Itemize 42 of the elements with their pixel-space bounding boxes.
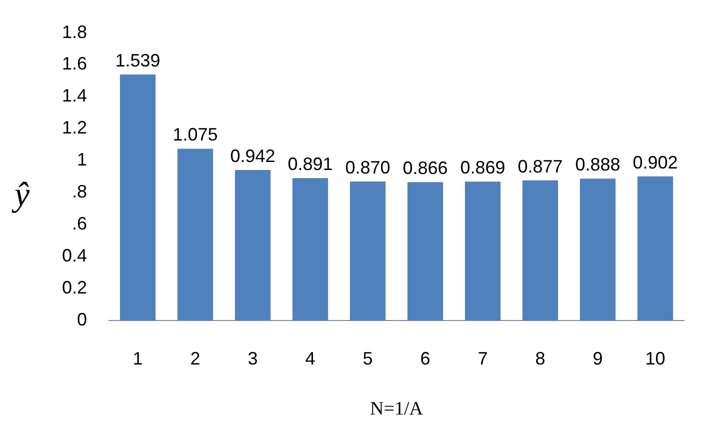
bar [580, 178, 616, 321]
x-tick-label: 10 [645, 348, 666, 368]
y-tick-label: .6 [72, 214, 88, 234]
data-label: 0.888 [575, 154, 620, 175]
y-tick-label: 0.2 [62, 278, 88, 298]
data-label: 1.075 [172, 124, 218, 145]
data-label: 0.877 [518, 156, 563, 176]
data-label: 0.902 [632, 152, 678, 172]
x-tick-label: 1 [132, 348, 143, 368]
bar [292, 178, 328, 321]
bar [234, 170, 271, 321]
x-axis-title: N=1/A [370, 398, 424, 420]
x-tick-label: 3 [248, 348, 258, 368]
bar [120, 74, 156, 321]
bar [637, 176, 674, 321]
y-tick-label: 1.4 [62, 86, 88, 106]
bar [350, 181, 386, 321]
data-label: 0.891 [288, 154, 333, 174]
bar [407, 182, 444, 321]
y-tick-label: 0 [77, 310, 88, 330]
x-tick-label: 5 [362, 348, 373, 368]
y-tick-label: 1.6 [62, 54, 88, 74]
data-label: 0.942 [230, 146, 276, 166]
data-label: 0.869 [460, 158, 506, 178]
y-tick-label: 1.8 [62, 22, 88, 42]
x-tick-label: 8 [535, 348, 546, 368]
x-tick-label: 2 [190, 348, 200, 368]
y-tick-label: 1.2 [62, 118, 88, 138]
x-tick-label: 7 [478, 348, 488, 368]
data-label: 0.870 [345, 157, 390, 178]
data-label: 0.866 [402, 158, 448, 178]
bar [177, 148, 214, 321]
y-tick-label: 0.4 [62, 246, 88, 266]
bar [464, 182, 501, 321]
data-label: 1.539 [115, 50, 160, 70]
y-tick-label: .8 [72, 182, 88, 202]
bar [522, 180, 558, 321]
y-axis-title: ŷ [11, 176, 30, 214]
x-tick-label: 4 [305, 348, 316, 368]
x-tick-label: 9 [592, 348, 603, 368]
y-tick-label: 1 [77, 150, 88, 170]
x-tick-label: 6 [420, 348, 430, 368]
